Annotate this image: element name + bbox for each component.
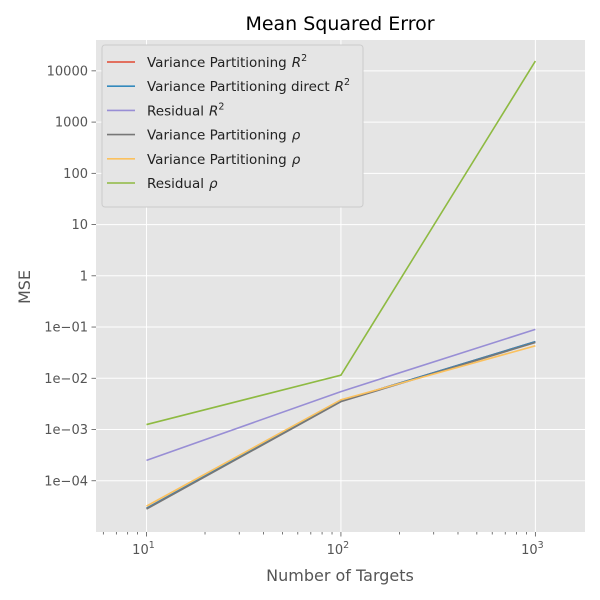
y-tick-label: 100 xyxy=(63,167,88,182)
minor-ticks xyxy=(91,70,536,537)
y-tick-label: 1e−04 xyxy=(44,474,88,489)
y-tick-label: 1e−01 xyxy=(44,321,88,336)
series-line-3 xyxy=(146,341,536,510)
legend-box xyxy=(101,44,364,208)
y-axis-label: MSE xyxy=(15,270,34,304)
x-tick-label: 103 xyxy=(521,540,544,558)
y-tick-label: 1e−03 xyxy=(44,423,88,438)
y-tick-labels: 1e−04 1e−03 1e−02 1e−01 1 10 100 1000 10000 xyxy=(44,64,88,489)
x-tick-label: 102 xyxy=(327,540,350,558)
legend-entry-5: Residual ρ xyxy=(147,176,218,192)
chart-title: Mean Squared Error xyxy=(245,13,434,35)
y-tick-label: 10 xyxy=(71,218,88,233)
x-axis-label: Number of Targets xyxy=(266,566,414,585)
y-tick-label: 1000 xyxy=(55,116,88,131)
series-line-2 xyxy=(146,328,536,462)
y-tick-label: 1 xyxy=(80,269,88,284)
y-tick-label: 10000 xyxy=(47,64,88,79)
series-layer xyxy=(146,60,537,510)
legend-entry-0: Variance Partitioning R2 xyxy=(147,53,307,71)
x-tick-labels: 101 102 103 xyxy=(132,540,543,558)
series-line-4 xyxy=(146,345,536,507)
legend-entry-3: Variance Partitioning ρ xyxy=(147,128,301,144)
legend-entry-2: Residual R2 xyxy=(147,101,224,119)
x-tick-label: 101 xyxy=(132,540,155,558)
legend-entry-4: Variance Partitioning ρ xyxy=(147,152,301,168)
legend-entry-1: Variance Partitioning direct R2 xyxy=(147,77,350,95)
series-line-5 xyxy=(146,60,537,426)
legend: Variance Partitioning R2 Variance Partitio… xyxy=(101,44,364,208)
y-tick-label: 1e−02 xyxy=(44,372,88,387)
